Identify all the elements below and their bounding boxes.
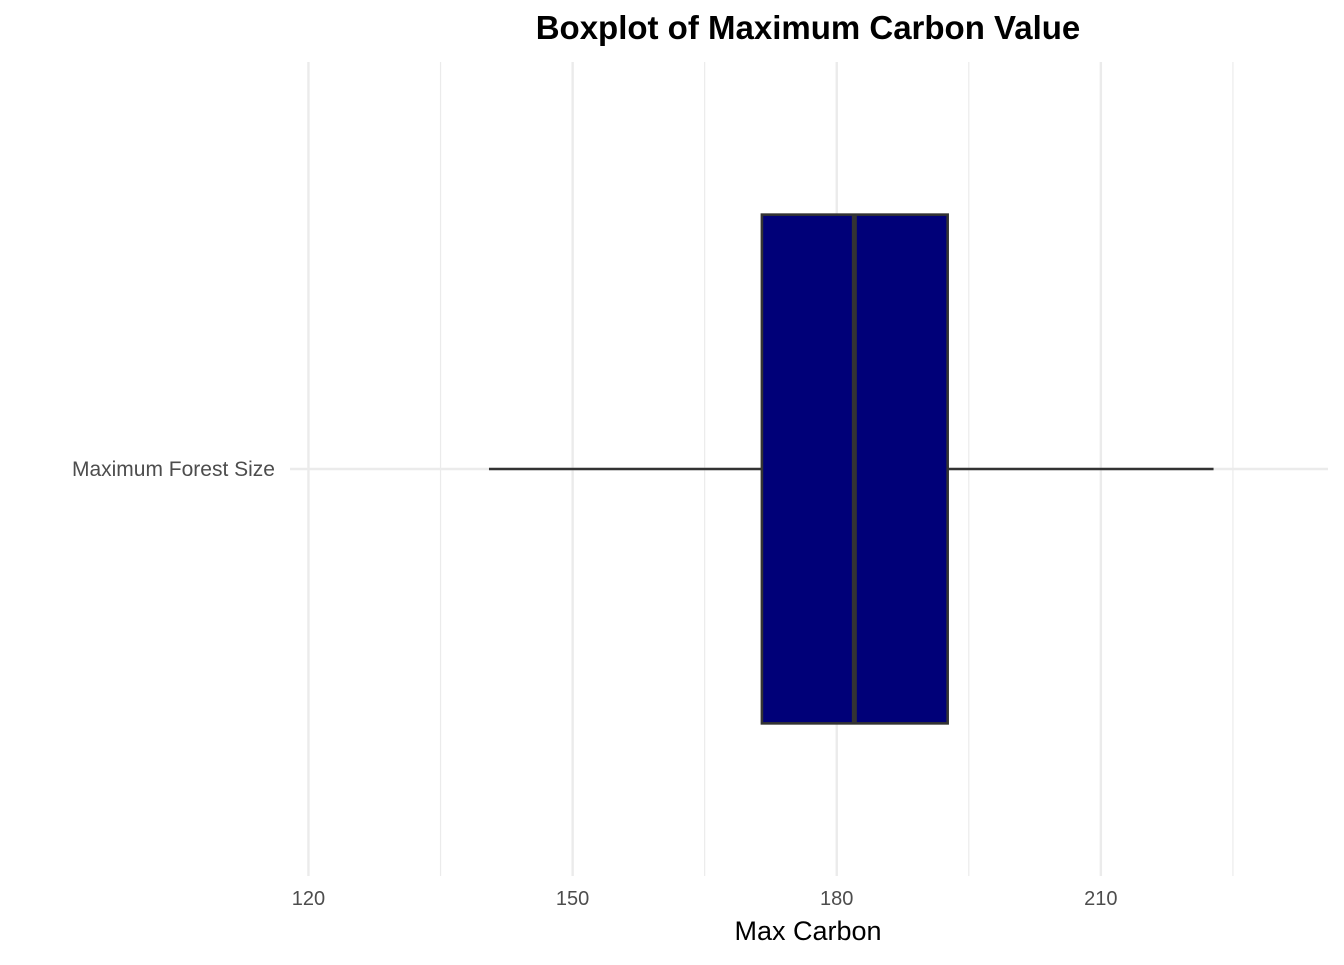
x-tick-label: 150	[556, 888, 589, 910]
x-tick-label: 180	[820, 888, 853, 910]
label-layer: Boxplot of Maximum Carbon Value Max Carb…	[72, 9, 1118, 946]
x-tick-label: 210	[1084, 888, 1117, 910]
chart-title: Boxplot of Maximum Carbon Value	[536, 9, 1081, 46]
y-category-label: Maximum Forest Size	[72, 458, 275, 481]
x-tick-label: 120	[292, 888, 325, 910]
box-layer	[488, 213, 1214, 725]
x-axis-title: Max Carbon	[734, 916, 881, 946]
